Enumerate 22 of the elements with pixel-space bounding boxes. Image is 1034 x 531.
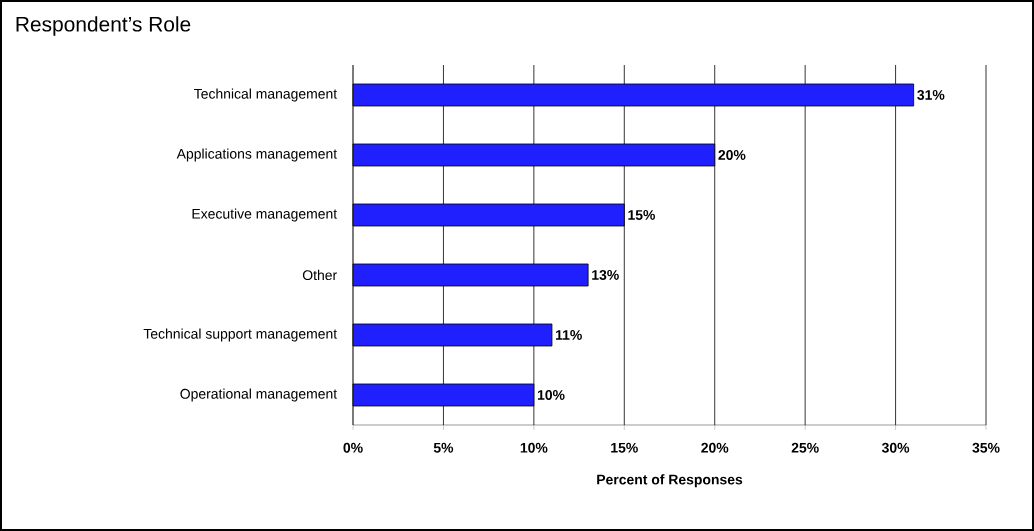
x-tick-label: 0%	[343, 442, 363, 453]
y-tick-label: Technical support management	[143, 328, 338, 342]
text: Respondent’s Role	[16, 16, 191, 36]
x-tick-label: 15%	[611, 442, 638, 453]
x-tick-label: 25%	[791, 442, 819, 453]
y-tick-label: Technical management	[194, 88, 338, 102]
data-label: 13%	[592, 270, 619, 280]
data-label: 20%	[718, 150, 746, 160]
x-tick-label: 35%	[972, 442, 1000, 453]
y-tick-label: Operational management	[180, 388, 338, 402]
data-label: 31%	[917, 90, 945, 100]
y-tick-label: Applications management	[176, 148, 338, 162]
data-label: 11%	[556, 330, 582, 340]
x-tick-label: 20%	[701, 442, 729, 453]
data-label: 10%	[537, 390, 565, 400]
data-label: 15%	[628, 210, 656, 220]
y-tick-label: Other	[302, 269, 337, 281]
x-axis-title: Percent of Responses	[597, 474, 743, 488]
x-tick-label: 5%	[433, 442, 454, 453]
x-tick-label: 30%	[881, 442, 910, 453]
x-tick-label: 10%	[520, 442, 548, 453]
y-tick-label: Executive management	[192, 208, 338, 222]
